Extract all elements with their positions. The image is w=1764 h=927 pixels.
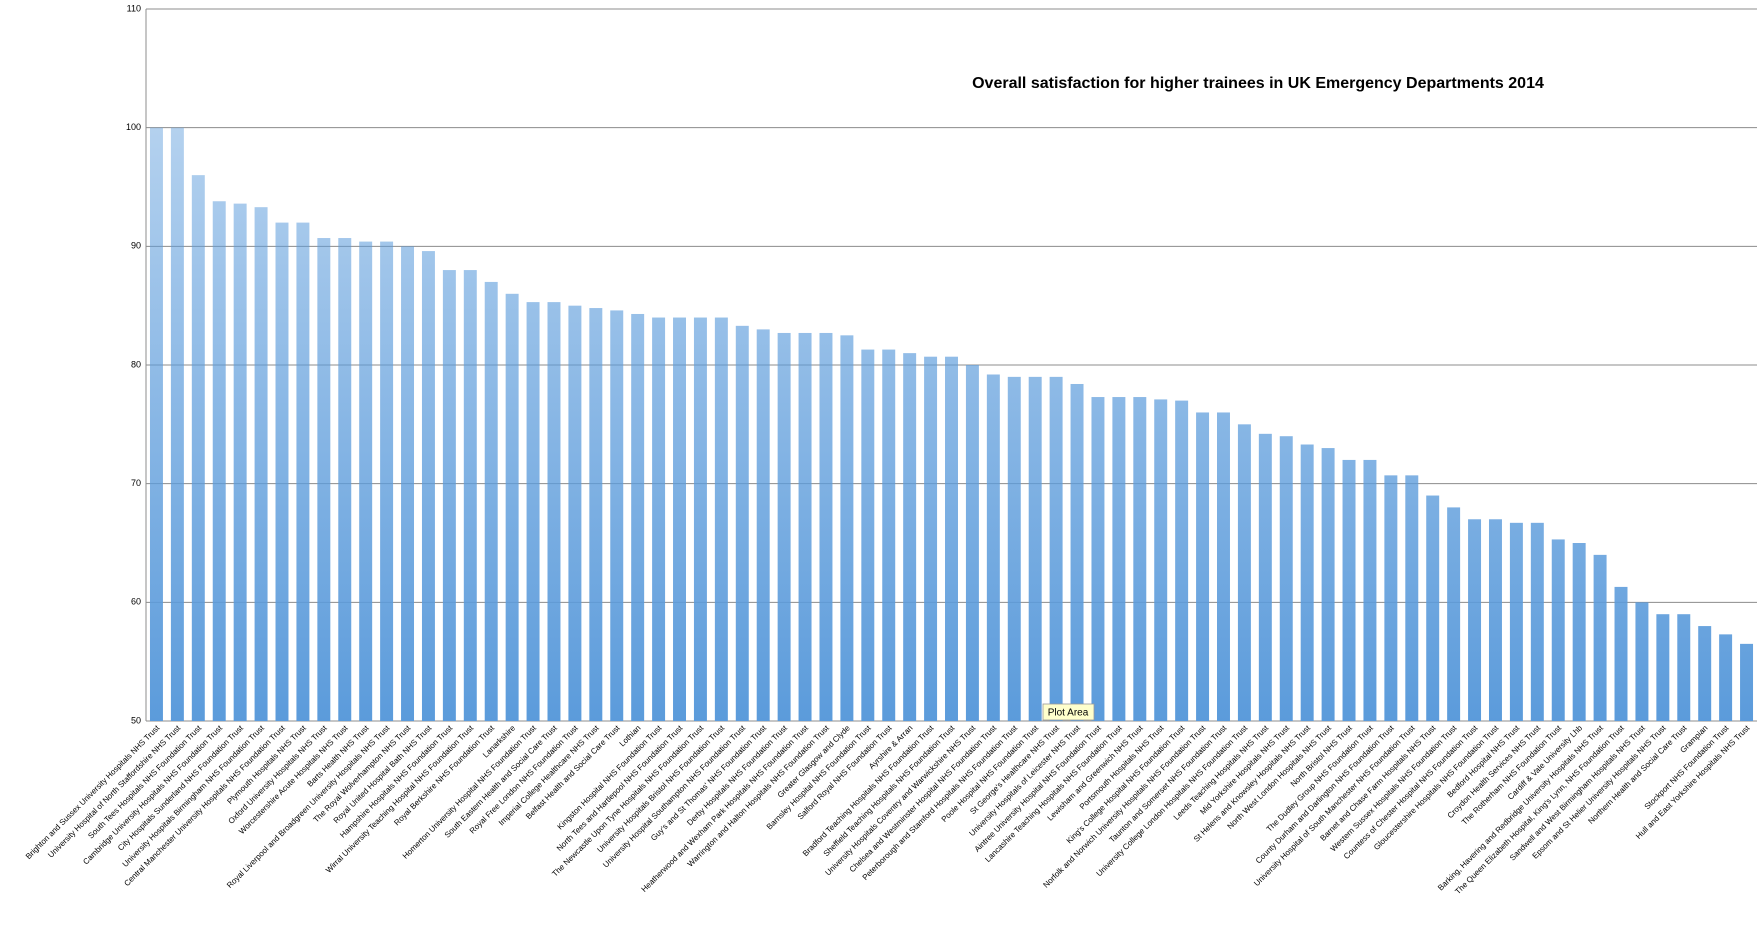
bar — [1196, 412, 1210, 721]
bar — [1028, 376, 1042, 721]
bar — [1740, 643, 1754, 721]
bar — [526, 302, 540, 721]
bar — [861, 349, 875, 721]
bar — [1258, 433, 1272, 721]
bar — [756, 329, 770, 721]
bar — [317, 238, 331, 721]
bar — [1279, 436, 1293, 721]
bar — [882, 349, 896, 721]
bar — [777, 332, 791, 721]
bar — [1719, 634, 1733, 721]
bar — [1698, 626, 1712, 721]
bar — [1488, 519, 1502, 721]
bar — [1049, 376, 1063, 721]
bar — [1217, 412, 1230, 721]
tooltip-text: Plot Area — [1048, 708, 1089, 719]
y-tick-label: 80 — [131, 359, 141, 369]
bar — [568, 305, 582, 721]
bar — [1342, 459, 1356, 721]
bar — [505, 293, 519, 721]
bar — [1614, 586, 1628, 721]
bar — [735, 325, 749, 721]
bar — [1530, 522, 1544, 721]
bars — [149, 127, 1754, 722]
bar — [1635, 602, 1649, 721]
bar — [1154, 399, 1168, 721]
bar — [1593, 554, 1607, 721]
bar — [1300, 444, 1314, 721]
bar — [1175, 400, 1189, 721]
bar — [1447, 507, 1461, 721]
bar — [1133, 397, 1147, 721]
y-tick-label: 50 — [131, 715, 141, 725]
bar — [1112, 397, 1126, 721]
bar — [401, 246, 415, 722]
y-tick-label: 90 — [131, 241, 141, 251]
y-tick-label: 100 — [126, 122, 141, 132]
bar — [819, 332, 833, 721]
bar — [191, 175, 205, 722]
bar — [484, 281, 498, 721]
y-tick-label: 70 — [131, 478, 141, 488]
bar — [547, 302, 561, 721]
tooltip: Plot Area — [1042, 703, 1095, 721]
bar — [589, 308, 603, 721]
bar — [1384, 475, 1398, 721]
tooltip-box — [1042, 703, 1095, 721]
bar — [1572, 543, 1586, 721]
bar — [233, 203, 247, 721]
bar — [254, 207, 268, 721]
bar — [1091, 397, 1105, 721]
bar — [380, 241, 394, 721]
bar — [1426, 495, 1440, 721]
chart-title: Overall satisfaction for higher trainees… — [972, 75, 1544, 92]
bar — [1551, 539, 1565, 721]
y-tick-label: 110 — [127, 3, 141, 13]
bar — [149, 127, 163, 721]
bar — [714, 317, 728, 721]
bar — [798, 332, 812, 721]
bar — [1656, 614, 1670, 721]
bar — [1321, 448, 1335, 721]
bar — [945, 356, 958, 721]
bar — [631, 313, 645, 721]
bar — [338, 238, 352, 721]
bar — [212, 201, 226, 722]
bar — [1237, 424, 1251, 721]
bar — [442, 270, 456, 721]
bar — [170, 127, 184, 721]
bar — [1677, 614, 1691, 721]
bar — [673, 317, 686, 721]
bar — [986, 374, 1000, 721]
y-tick-label: 60 — [131, 597, 141, 607]
bar — [463, 270, 477, 721]
bar — [693, 317, 707, 721]
bar — [1070, 383, 1084, 721]
bar — [903, 353, 917, 721]
x-tick-label: Cambridge University Hospitals NHS Found… — [81, 723, 224, 866]
bar — [1405, 475, 1419, 721]
bar — [652, 317, 666, 721]
x-tick-label: Brighton and Sussex University Hospitals… — [24, 723, 162, 861]
bar — [610, 310, 624, 721]
bar — [924, 356, 938, 721]
bar — [359, 241, 373, 721]
bar — [1509, 522, 1523, 721]
bar — [1007, 376, 1021, 721]
bar — [1363, 459, 1377, 721]
bar — [275, 222, 289, 721]
bar — [296, 222, 310, 721]
bar — [421, 251, 435, 721]
bar — [840, 335, 854, 721]
bar — [1468, 519, 1482, 721]
bar — [965, 365, 979, 721]
